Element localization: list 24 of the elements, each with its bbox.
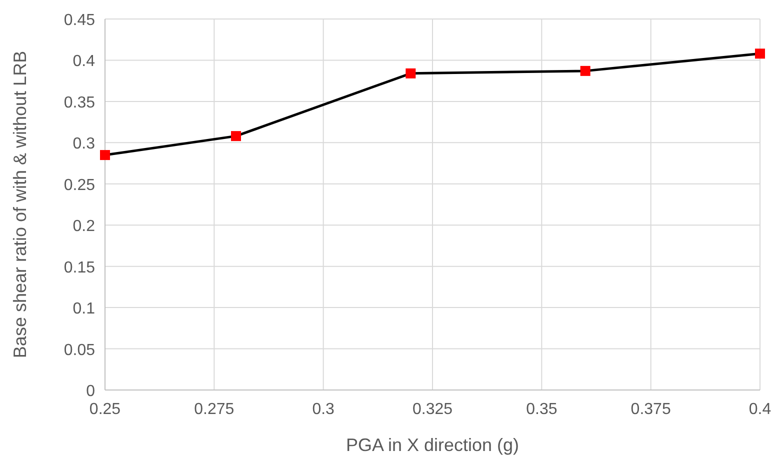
point [580, 66, 590, 76]
x-tick-label: 0.275 [194, 401, 234, 418]
x-tick-label: 0.375 [630, 401, 671, 418]
point [755, 48, 765, 59]
x-tick-label: 0.35 [526, 401, 558, 418]
y-tick-label: 0.15 [64, 259, 96, 276]
y-tick-label: 0.3 [72, 136, 96, 153]
y-tick-label: 0.05 [64, 342, 96, 359]
point [406, 68, 416, 78]
y-tick-label: 0.1 [72, 300, 96, 318]
x-axis-title: PGA in X direction (g) [346, 435, 520, 455]
point [231, 131, 241, 142]
y-tick-label: 0 [86, 383, 96, 400]
x-tick-label: 0.25 [89, 401, 121, 418]
x-tick-label: 0.325 [412, 401, 453, 418]
y-tick-label: 0.25 [64, 176, 96, 194]
x-tick-label: 0.4 [748, 401, 772, 418]
y-tick-label: 0.45 [64, 12, 96, 29]
point [100, 150, 110, 160]
x-tick-label: 0.3 [312, 401, 335, 418]
y-axis-title: Base shear ratio of with & without LRB [10, 50, 30, 358]
y-tick-label: 0.2 [72, 218, 96, 236]
y-tick-label: 0.35 [64, 94, 96, 112]
y-tick-label: 0.4 [72, 53, 96, 70]
